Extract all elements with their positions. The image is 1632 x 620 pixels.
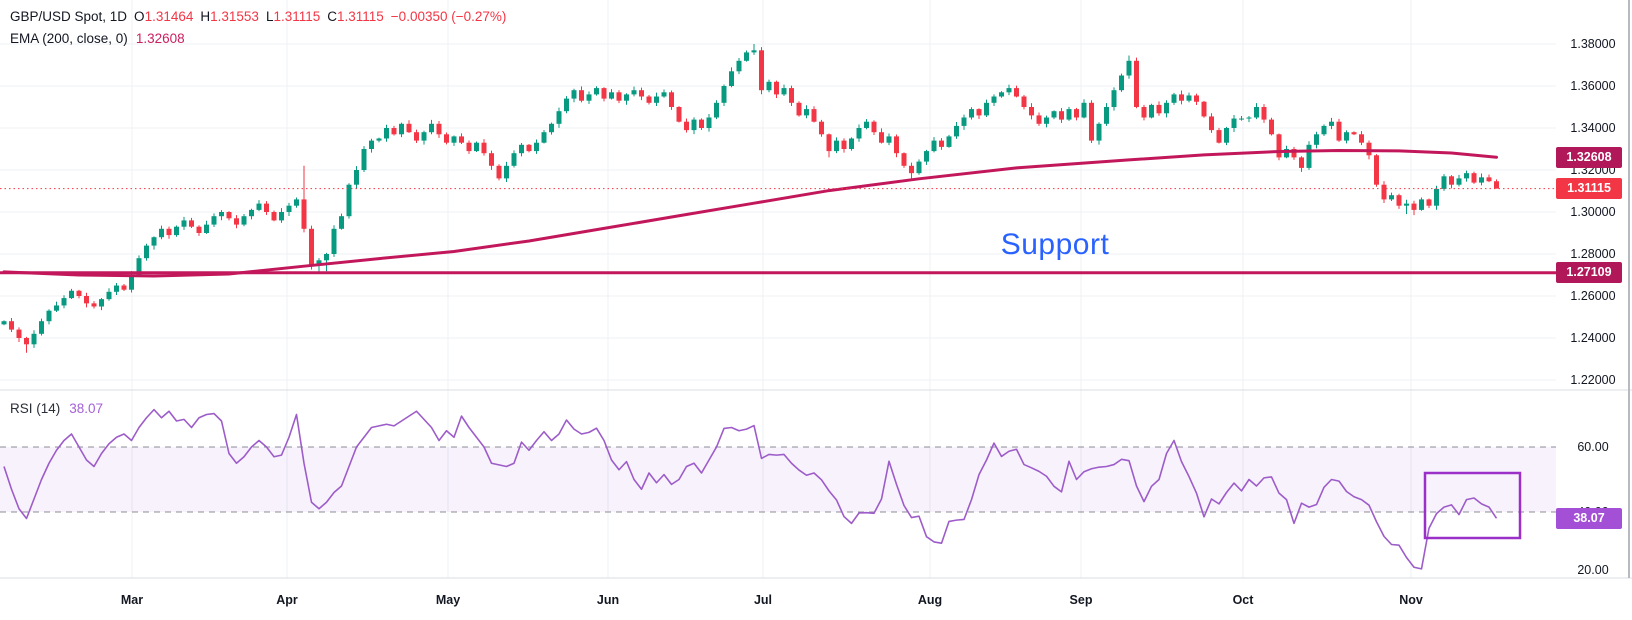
month-label: Aug [917, 593, 943, 607]
month-label: Apr [276, 593, 298, 607]
rsi-legend-label[interactable]: RSI (14) [10, 401, 61, 416]
price-tick-label: 1.36000 [1570, 79, 1616, 93]
support-annotation[interactable]: Support [1000, 228, 1110, 261]
month-label: Oct [1232, 593, 1254, 607]
ema-legend-value: 1.32608 [135, 31, 185, 46]
ohlc-value: 1.31115 [273, 9, 321, 24]
ema-legend-label[interactable]: EMA (200, close, 0) [10, 31, 128, 46]
change-value: −0.00350 (−0.27%) [390, 9, 507, 24]
support-level-badge: 1.27109 [1556, 262, 1622, 283]
price-tick-label: 1.24000 [1570, 331, 1616, 345]
ema-legend-row: EMA (200, close, 0) 1.32608 [10, 28, 506, 50]
month-label: May [435, 593, 461, 607]
month-label: Sep [1069, 593, 1093, 607]
price-tick-label: 1.30000 [1570, 205, 1616, 219]
rsi-value-badge: 38.07 [1556, 508, 1622, 529]
month-label: Jul [753, 593, 773, 607]
ohlc-letter: H [200, 9, 211, 24]
ohlc-values: O1.31464 H1.31553 L1.31115 C1.31115 [127, 9, 384, 24]
price-tick-label: 1.34000 [1570, 121, 1616, 135]
month-label: Nov [1399, 593, 1423, 607]
price-tick-label: 1.28000 [1570, 247, 1616, 261]
rsi-tick-label: 60.00 [1577, 440, 1609, 454]
symbol-title[interactable]: GBP/USD Spot, 1D [10, 9, 128, 24]
ohlc-value: 1.31115 [337, 9, 384, 24]
ohlc-value: 1.31553 [210, 9, 259, 24]
ohlc-letter: O [134, 9, 145, 24]
legend: GBP/USD Spot, 1D O1.31464 H1.31553 L1.31115… [10, 6, 506, 50]
rsi-legend-value: 38.07 [69, 401, 104, 416]
price-tick-label: 1.26000 [1570, 289, 1616, 303]
month-label: Mar [120, 593, 144, 607]
price-tick-label: 1.22000 [1570, 373, 1616, 387]
rsi-tick-label: 20.00 [1577, 563, 1609, 577]
ohlc-letter: L [265, 9, 274, 24]
last-price-badge: 1.31115 [1556, 178, 1622, 199]
price-tick-label: 1.38000 [1570, 37, 1616, 51]
ohlc-letter: C [327, 9, 337, 24]
symbol-status-row: GBP/USD Spot, 1D O1.31464 H1.31553 L1.31115… [10, 6, 506, 28]
ema-value-badge: 1.32608 [1556, 147, 1622, 168]
ohlc-value: 1.31464 [144, 9, 194, 24]
rsi-legend: RSI (14) 38.07 [10, 401, 103, 416]
month-label: Jun [596, 593, 620, 607]
